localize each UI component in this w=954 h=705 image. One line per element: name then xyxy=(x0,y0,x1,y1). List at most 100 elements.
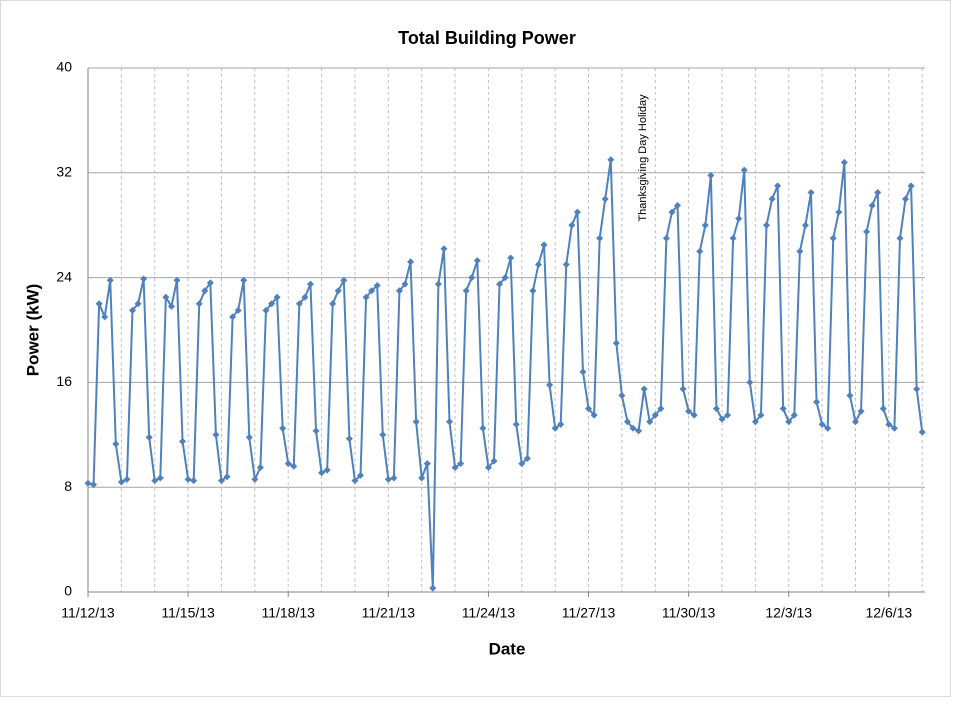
data-point xyxy=(362,293,370,301)
data-point xyxy=(540,241,548,249)
data-point xyxy=(507,254,515,262)
data-point xyxy=(195,300,203,308)
x-tick-label: 11/18/13 xyxy=(261,605,315,621)
y-tick-label: 8 xyxy=(64,478,72,494)
data-point xyxy=(423,460,431,468)
data-point xyxy=(590,411,598,419)
data-point xyxy=(807,188,815,196)
data-point xyxy=(112,440,120,448)
x-axis-label: Date xyxy=(489,639,526,658)
data-point xyxy=(768,195,776,203)
data-point xyxy=(301,293,309,301)
data-point xyxy=(379,431,387,439)
data-point xyxy=(234,306,242,314)
data-point xyxy=(534,261,542,268)
data-point xyxy=(824,424,832,432)
data-point xyxy=(607,156,615,164)
data-point xyxy=(445,418,453,426)
data-point xyxy=(340,276,348,284)
y-tick-label: 24 xyxy=(56,268,72,284)
data-point xyxy=(201,287,209,295)
y-tick-label: 40 xyxy=(56,59,72,75)
data-point xyxy=(145,433,153,441)
data-point xyxy=(518,460,526,468)
data-point xyxy=(395,287,403,295)
data-point xyxy=(546,381,554,389)
data-point xyxy=(623,418,631,426)
data-point xyxy=(712,405,720,413)
data-point xyxy=(468,274,476,282)
data-point xyxy=(657,405,665,413)
data-point xyxy=(212,431,220,439)
data-point xyxy=(167,302,175,310)
data-point xyxy=(273,293,281,301)
data-point xyxy=(256,464,264,472)
data-point xyxy=(262,306,270,314)
x-tick-label: 12/3/13 xyxy=(765,605,812,621)
data-point xyxy=(568,221,576,229)
data-point xyxy=(390,474,398,482)
data-point xyxy=(668,208,676,216)
data-point xyxy=(618,392,626,399)
y-tick-label: 16 xyxy=(56,373,72,389)
x-tick-label: 11/30/13 xyxy=(662,605,716,621)
data-point xyxy=(140,275,148,283)
data-point xyxy=(106,276,114,284)
x-tick-label: 11/27/13 xyxy=(562,605,616,621)
data-point xyxy=(290,462,298,470)
data-point xyxy=(312,427,320,435)
data-point xyxy=(473,257,481,265)
data-point xyxy=(101,313,109,321)
data-point xyxy=(685,407,693,415)
data-point xyxy=(740,166,748,174)
data-point xyxy=(462,287,470,295)
data-point xyxy=(90,481,98,489)
data-point xyxy=(562,261,570,268)
data-point xyxy=(479,424,487,432)
data-point xyxy=(318,469,326,477)
data-point xyxy=(579,368,587,376)
data-point xyxy=(651,411,659,419)
data-point xyxy=(635,427,643,435)
data-point xyxy=(295,300,303,308)
data-point xyxy=(585,405,593,413)
data-point xyxy=(690,411,698,419)
x-tick-label: 11/24/13 xyxy=(462,605,516,621)
data-point xyxy=(551,424,559,432)
data-point xyxy=(796,247,804,255)
data-point xyxy=(128,306,136,314)
data-point xyxy=(779,405,787,413)
data-point xyxy=(729,234,737,242)
x-tick-label: 12/6/13 xyxy=(865,605,912,621)
data-point xyxy=(306,280,314,288)
x-tick-label: 11/12/13 xyxy=(61,605,115,621)
data-point xyxy=(846,392,854,399)
data-point xyxy=(351,477,359,485)
data-point xyxy=(184,475,192,483)
chart-title: Total Building Power xyxy=(398,28,576,48)
data-point xyxy=(868,202,876,210)
data-point xyxy=(179,437,187,445)
data-point xyxy=(818,420,826,428)
data-point xyxy=(863,228,871,236)
data-point xyxy=(223,473,231,481)
data-point xyxy=(835,208,843,216)
x-tick-label: 11/15/13 xyxy=(161,605,215,621)
data-point xyxy=(874,188,882,196)
data-point xyxy=(746,378,754,386)
data-point xyxy=(646,418,654,426)
data-point xyxy=(596,234,604,242)
y-tick-label: 0 xyxy=(64,583,72,599)
data-point xyxy=(801,221,809,229)
data-point xyxy=(696,247,704,255)
data-point xyxy=(512,420,520,428)
data-point xyxy=(245,433,253,441)
data-point xyxy=(384,475,392,483)
x-tick-label: 11/21/13 xyxy=(362,605,416,621)
data-point xyxy=(217,477,225,485)
data-point xyxy=(790,411,798,419)
data-point xyxy=(724,411,732,419)
data-point xyxy=(879,405,887,413)
data-point xyxy=(334,287,342,295)
